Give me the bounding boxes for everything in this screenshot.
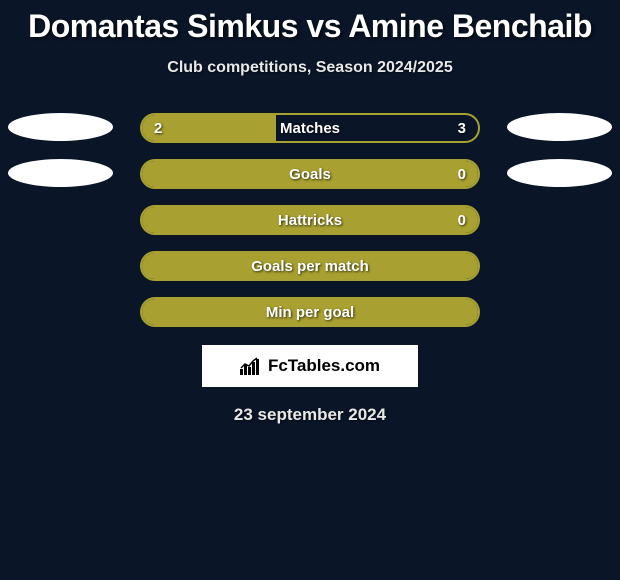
stat-row: Min per goal: [0, 297, 620, 327]
player-avatar-right: [507, 159, 612, 187]
footer-logo-text: FcTables.com: [268, 356, 380, 376]
stat-value-right: 0: [458, 161, 466, 187]
stat-label: Hattricks: [142, 207, 478, 233]
page-title: Domantas Simkus vs Amine Benchaib: [0, 8, 620, 45]
player-avatar-left: [8, 159, 113, 187]
stat-row: Hattricks0: [0, 205, 620, 235]
stat-value-right: 3: [458, 115, 466, 141]
footer-logo: FcTables.com: [202, 345, 418, 387]
stat-bar: Goals0: [140, 159, 480, 189]
comparison-widget: Domantas Simkus vs Amine Benchaib Club c…: [0, 0, 620, 425]
stat-row: Matches2 3: [0, 113, 620, 143]
chart-icon: [240, 357, 262, 375]
subtitle: Club competitions, Season 2024/2025: [0, 59, 620, 77]
stat-bar: Min per goal: [140, 297, 480, 327]
footer-date: 23 september 2024: [0, 405, 620, 425]
stat-bar: Hattricks0: [140, 205, 480, 235]
stat-bar: Matches2 3: [140, 113, 480, 143]
stat-value-left: 2: [154, 115, 162, 141]
stat-label: Goals: [142, 161, 478, 187]
player-avatar-left: [8, 113, 113, 141]
stat-bar: Goals per match: [140, 251, 480, 281]
player-avatar-right: [507, 113, 612, 141]
stats-area: Matches23Goals0Hattricks0Goals per match…: [0, 113, 620, 327]
stat-row: Goals per match: [0, 251, 620, 281]
stat-label: Min per goal: [142, 299, 478, 325]
stat-value-right: 0: [458, 207, 466, 233]
stat-row: Goals0: [0, 159, 620, 189]
stat-label: Goals per match: [142, 253, 478, 279]
stat-label: Matches: [142, 115, 478, 141]
